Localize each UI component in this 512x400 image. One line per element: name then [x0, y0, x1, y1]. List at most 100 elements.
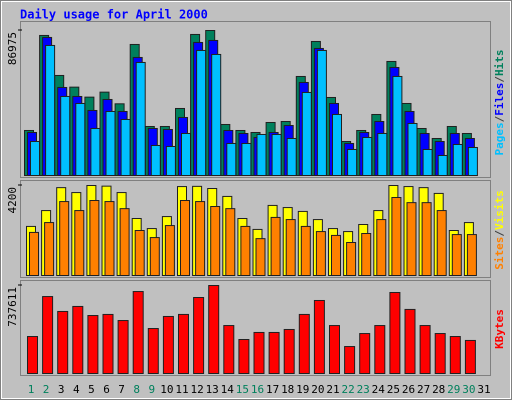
bar: [120, 118, 131, 176]
bar: [210, 206, 221, 276]
bar: [283, 328, 295, 375]
bar: [256, 133, 267, 177]
bar: [392, 75, 403, 176]
bar: [240, 225, 251, 277]
bar: [193, 297, 205, 374]
x-tick-label: 15: [236, 383, 249, 396]
bar: [467, 146, 478, 177]
x-tick-label: 16: [251, 383, 264, 396]
bar: [466, 234, 477, 276]
bar: [150, 144, 161, 177]
x-tick-label: 24: [372, 383, 386, 396]
bar: [147, 328, 159, 375]
legend: Pages/Files/Hits: [493, 50, 506, 156]
x-tick-label: 26: [402, 383, 415, 396]
x-tick-label: 18: [281, 383, 294, 396]
bar: [149, 237, 160, 276]
bar: [331, 234, 341, 277]
bar: [359, 333, 371, 375]
bar: [104, 201, 115, 276]
bar: [164, 225, 175, 276]
bar: [313, 299, 325, 374]
bar: [253, 331, 265, 375]
bar: [44, 222, 55, 276]
bar: [208, 285, 220, 374]
x-tick-label: 9: [148, 383, 155, 396]
bar: [87, 315, 99, 374]
bar: [90, 127, 101, 177]
bar: [271, 133, 282, 177]
x-tick-label: 22: [341, 383, 354, 396]
y-tick-label: 4200: [6, 187, 19, 214]
bar: [464, 339, 476, 374]
bar: [422, 148, 433, 176]
bar: [434, 333, 446, 375]
bar: [268, 331, 280, 375]
x-tick-label: 20: [311, 383, 324, 396]
bar: [301, 91, 312, 176]
bar: [195, 201, 206, 276]
x-tick-label: 27: [417, 383, 430, 396]
bar: [406, 202, 417, 276]
bar: [132, 291, 144, 374]
x-tick-label: 12: [190, 383, 203, 396]
x-tick-label: 11: [175, 383, 188, 396]
x-tick-label: 10: [160, 383, 173, 396]
bar: [300, 225, 311, 277]
legend-entry: Pages: [493, 122, 506, 155]
x-tick-label: 6: [103, 383, 110, 396]
x-tick-label: 31: [477, 383, 490, 396]
bar: [225, 208, 236, 276]
bar: [255, 238, 266, 276]
bar: [421, 202, 432, 276]
bar: [162, 315, 174, 375]
bar: [30, 140, 40, 177]
bar: [332, 113, 342, 176]
bar: [315, 231, 326, 276]
bar: [29, 231, 39, 277]
bar: [362, 136, 373, 176]
bar: [449, 336, 461, 375]
bar: [60, 95, 71, 176]
bar: [451, 234, 462, 276]
bar: [165, 145, 176, 177]
bar: [134, 230, 145, 276]
bar: [89, 200, 100, 276]
bar: [419, 325, 431, 375]
bar: [452, 143, 463, 176]
bar: [437, 154, 448, 176]
legend-entry: Visits: [493, 190, 506, 230]
y-tick-label: 737611: [6, 287, 19, 327]
bar: [72, 305, 84, 374]
x-tick-label: 19: [296, 383, 309, 396]
bar: [223, 325, 235, 375]
bar: [436, 210, 447, 276]
legend-separator: /: [493, 115, 506, 122]
legend: Sites/Visits: [493, 190, 506, 270]
x-tick-label: 8: [133, 383, 140, 396]
bar: [344, 346, 356, 375]
x-tick-label: 29: [447, 383, 460, 396]
bar: [180, 200, 190, 276]
x-tick-label: 23: [357, 383, 370, 396]
bar: [346, 242, 357, 276]
legend-entry: KBytes: [493, 309, 506, 349]
x-tick-label: 3: [58, 383, 65, 396]
bar: [270, 216, 281, 277]
bar: [329, 325, 340, 375]
legend-entry: Sites: [493, 237, 506, 270]
bar: [211, 53, 222, 177]
bar: [238, 338, 250, 375]
legend-separator: /: [493, 230, 506, 237]
bar: [196, 49, 207, 176]
bar: [135, 61, 146, 176]
legend-entry: Hits: [493, 50, 506, 77]
bar: [75, 102, 86, 176]
legend-separator: /: [493, 76, 506, 83]
bar: [105, 110, 116, 176]
bar: [377, 132, 388, 177]
bar: [27, 336, 38, 375]
x-tick-label: 17: [266, 383, 279, 396]
